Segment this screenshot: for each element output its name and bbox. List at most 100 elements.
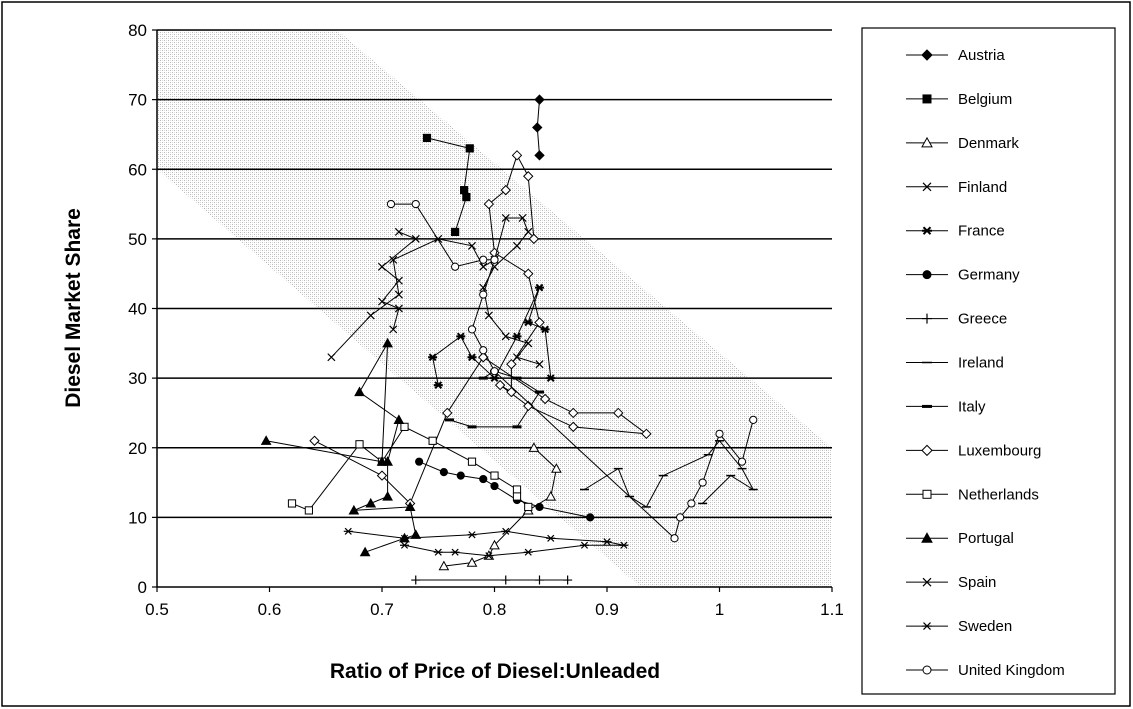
point-netherlands-10 bbox=[524, 502, 533, 512]
legend-marker-belgium bbox=[922, 94, 932, 104]
point-luxembourg-7 bbox=[613, 407, 624, 419]
legend-entry-portugal: Portugal bbox=[906, 530, 1014, 547]
point-united-kingdom-13 bbox=[715, 429, 724, 438]
point-spain-3 bbox=[389, 255, 398, 264]
point-finland-5 bbox=[394, 304, 403, 313]
point-germany-6 bbox=[535, 502, 544, 512]
point-luxembourg-12 bbox=[506, 386, 517, 398]
point-greece-3 bbox=[563, 575, 573, 585]
point-spain-6 bbox=[479, 262, 488, 271]
x-tick-label-0.8: 0.8 bbox=[483, 600, 507, 619]
point-luxembourg-10 bbox=[523, 400, 534, 412]
x-tick-label-1: 1 bbox=[715, 600, 724, 619]
legend-marker-luxembourg bbox=[921, 444, 933, 457]
legend-marker-greece bbox=[922, 313, 932, 324]
point-spain-18 bbox=[535, 360, 544, 369]
point-united-kingdom-8 bbox=[490, 367, 499, 376]
point-netherlands-2 bbox=[355, 440, 364, 449]
point-united-kingdom-12 bbox=[698, 478, 707, 487]
point-sweden-12 bbox=[400, 541, 409, 549]
point-luxembourg-11 bbox=[494, 379, 506, 391]
point-finland-6 bbox=[389, 325, 398, 334]
point-sweden-1 bbox=[400, 534, 409, 542]
y-tick-label-50: 50 bbox=[128, 230, 147, 249]
point-denmark-7 bbox=[528, 442, 540, 452]
point-france-3 bbox=[467, 353, 477, 362]
legend-label-ireland: Ireland bbox=[958, 355, 1004, 372]
point-united-kingdom-6 bbox=[467, 325, 477, 334]
point-finland-0 bbox=[394, 227, 403, 236]
point-spain-0 bbox=[327, 353, 336, 362]
point-portugal-6 bbox=[382, 490, 393, 501]
legend-entry-ireland: Ireland bbox=[906, 355, 1004, 372]
legend-entry-sweden: Sweden bbox=[906, 618, 1012, 635]
point-spain-1 bbox=[366, 311, 375, 320]
legend-marker-austria bbox=[921, 49, 933, 61]
legend-label-spain: Spain bbox=[958, 574, 996, 591]
point-spain-13 bbox=[479, 283, 488, 292]
point-portugal-12 bbox=[359, 546, 371, 557]
point-portugal-9 bbox=[404, 501, 416, 512]
point-united-kingdom-14 bbox=[737, 457, 747, 466]
series-greece bbox=[411, 575, 573, 585]
series-finland bbox=[377, 227, 420, 334]
legend-label-france: France bbox=[958, 223, 1005, 240]
legend-label-netherlands: Netherlands bbox=[958, 486, 1039, 503]
point-united-kingdom-1 bbox=[411, 199, 420, 209]
point-luxembourg-17 bbox=[483, 198, 495, 210]
point-netherlands-9 bbox=[512, 492, 522, 501]
point-belgium-4 bbox=[451, 227, 460, 237]
point-spain-12 bbox=[490, 262, 499, 271]
point-germany-2 bbox=[456, 471, 465, 480]
point-luxembourg-19 bbox=[511, 150, 523, 161]
point-spain-2 bbox=[394, 290, 403, 299]
y-tick-label-40: 40 bbox=[128, 300, 147, 319]
point-sweden-3 bbox=[501, 527, 511, 535]
legend-entry-united-kingdom: United Kingdom bbox=[906, 662, 1065, 679]
y-tick-label-20: 20 bbox=[128, 439, 147, 458]
point-spain-9 bbox=[518, 213, 527, 223]
point-united-kingdom-10 bbox=[676, 513, 685, 522]
legend-marker-denmark bbox=[921, 136, 933, 148]
point-greece-0 bbox=[411, 575, 421, 585]
point-denmark-3 bbox=[489, 539, 500, 550]
y-tick-label-80: 80 bbox=[128, 21, 147, 40]
point-greece-2 bbox=[535, 575, 544, 585]
point-spain-10 bbox=[524, 227, 533, 236]
point-denmark-5 bbox=[545, 490, 557, 501]
point-spain-5 bbox=[467, 241, 477, 250]
point-greece-1 bbox=[501, 575, 511, 585]
legend-marker-sweden bbox=[922, 622, 932, 630]
legend-entry-spain: Spain bbox=[906, 574, 996, 591]
point-belgium-1 bbox=[465, 144, 474, 153]
legend-label-luxembourg: Luxembourg bbox=[958, 442, 1041, 459]
legend-box bbox=[861, 27, 1116, 695]
y-axis-title: Diesel Market Share bbox=[62, 208, 85, 408]
x-tick-label-0.9: 0.9 bbox=[595, 600, 619, 619]
series-sweden bbox=[343, 527, 629, 560]
legend-label-belgium: Belgium bbox=[958, 91, 1012, 108]
point-united-kingdom-15 bbox=[749, 415, 758, 424]
point-sweden-10 bbox=[450, 548, 460, 556]
point-france-9 bbox=[546, 374, 556, 382]
point-denmark-0 bbox=[438, 560, 450, 571]
legend-entry-luxembourg: Luxembourg bbox=[906, 442, 1041, 459]
point-luxembourg-6 bbox=[568, 407, 579, 419]
point-luxembourg-14 bbox=[534, 317, 545, 328]
point-sweden-5 bbox=[602, 538, 612, 546]
point-portugal-3 bbox=[354, 386, 365, 397]
point-netherlands-6 bbox=[467, 457, 477, 466]
legend-label-austria: Austria bbox=[958, 47, 1005, 64]
point-united-kingdom-3 bbox=[479, 255, 488, 264]
x-tick-label-0.7: 0.7 bbox=[370, 600, 394, 619]
legend-entry-greece: Greece bbox=[906, 311, 1007, 328]
y-tick-label-70: 70 bbox=[128, 91, 147, 110]
point-portugal-5 bbox=[382, 456, 393, 466]
legend-label-germany: Germany bbox=[958, 267, 1020, 284]
point-luxembourg-9 bbox=[568, 421, 579, 433]
x-axis-title: Ratio of Price of Diesel:Unleaded bbox=[330, 660, 660, 683]
legend-label-portugal: Portugal bbox=[958, 530, 1014, 547]
point-netherlands-5 bbox=[428, 436, 437, 445]
point-united-kingdom-2 bbox=[451, 262, 460, 271]
